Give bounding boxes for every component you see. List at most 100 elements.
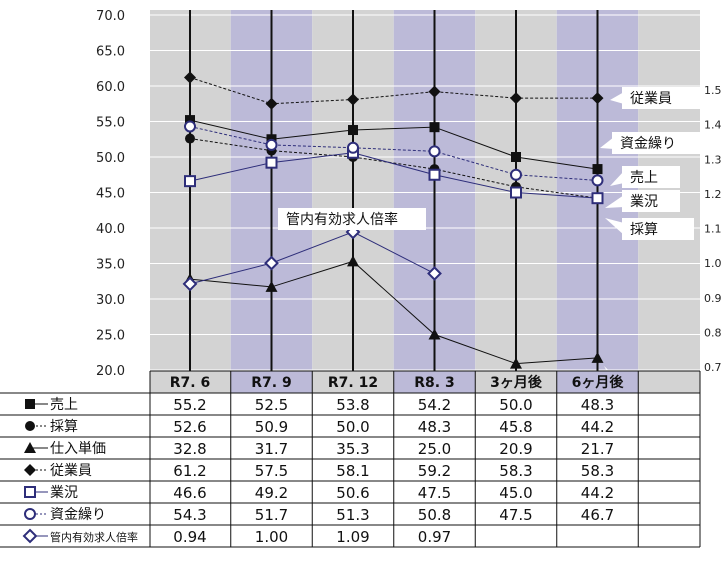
data-point	[25, 399, 35, 409]
y-left-tick-label: 20.0	[96, 364, 125, 379]
data-label: 31.7	[255, 440, 288, 458]
callout-text: 採算	[630, 222, 658, 238]
series-line	[189, 138, 598, 199]
data-label: 58.3	[581, 462, 614, 480]
y-left-tick-label: 40.0	[96, 222, 125, 237]
data-label: 1.09	[336, 528, 369, 546]
data-point	[428, 168, 441, 181]
header-band	[393, 371, 476, 393]
data-label: 58.3	[499, 462, 532, 480]
data-label: 54.3	[173, 506, 206, 524]
data-point	[185, 133, 195, 144]
y-left-tick-label: 25.0	[96, 329, 125, 344]
data-point	[265, 97, 278, 110]
series-line	[189, 119, 598, 170]
data-label: 55.2	[173, 396, 206, 414]
row-label: 資金繰り	[50, 507, 106, 523]
callout-text: 業況	[630, 194, 658, 210]
data-point	[182, 276, 198, 292]
callout-label: 業況	[605, 190, 680, 212]
data-label: 52.5	[255, 396, 288, 414]
data-point	[25, 421, 35, 431]
y-left-tick-label: 50.0	[96, 151, 125, 166]
data-label: 25.0	[418, 440, 451, 458]
data-label: 59.2	[418, 462, 451, 480]
header-band	[230, 371, 313, 393]
legend-key	[22, 528, 48, 544]
data-point	[510, 168, 522, 181]
data-point	[184, 175, 196, 188]
callout-box	[622, 166, 680, 188]
category-label: R7. 6	[170, 375, 210, 391]
header-band	[312, 371, 394, 393]
data-point	[265, 280, 278, 292]
data-label: 48.3	[581, 396, 614, 414]
category-label: R8. 3	[414, 375, 454, 391]
column-bands	[150, 10, 700, 371]
series-layer	[182, 71, 604, 369]
legend-key	[25, 399, 48, 409]
data-label: 58.1	[336, 462, 369, 480]
y-left-tick-label: 35.0	[96, 258, 125, 273]
data-label: 51.7	[255, 506, 288, 524]
data-point	[510, 92, 522, 105]
y-left-tick-label: 70.0	[96, 9, 125, 24]
data-label: 49.2	[255, 484, 288, 502]
category-label: R7. 12	[328, 375, 378, 391]
data-label: 52.6	[173, 418, 206, 436]
callout-text: 管内有効求人倍率	[286, 211, 398, 228]
series-従業員	[184, 71, 604, 110]
data-label: 32.8	[173, 440, 206, 458]
callout-box	[278, 208, 426, 230]
callout-text: 従業員	[630, 91, 672, 107]
row-label: 業況	[50, 485, 78, 501]
y-right-tick-label: 1.3	[704, 153, 722, 166]
category-label: R7. 9	[251, 375, 291, 391]
row-label: 採算	[50, 419, 78, 435]
callout-label: 資金繰り	[600, 132, 704, 154]
data-point	[184, 71, 196, 84]
data-point	[347, 255, 359, 267]
data-label: 47.5	[499, 506, 532, 524]
data-label: 47.5	[418, 484, 451, 502]
data-label: 51.3	[336, 506, 369, 524]
series-line	[189, 152, 598, 199]
data-point	[348, 125, 358, 136]
data-label: 0.97	[418, 528, 451, 546]
data-point	[347, 93, 359, 106]
data-point	[265, 156, 278, 169]
data-label: 50.0	[499, 396, 532, 414]
y-right-tick-label: 1.4	[704, 119, 722, 132]
callout-pointer	[610, 171, 624, 186]
callout-pointer	[605, 218, 624, 235]
callout-box	[612, 132, 704, 154]
y-left-tick-label: 60.0	[96, 80, 125, 95]
y-left-tick-label: 30.0	[96, 293, 125, 308]
data-label: 57.5	[255, 462, 288, 480]
callout-pointer	[600, 137, 614, 149]
data-point	[510, 186, 522, 199]
legend-key	[24, 442, 48, 453]
data-label: 44.2	[581, 484, 614, 502]
data-label: 35.3	[336, 440, 369, 458]
callout-text: 売上	[630, 170, 658, 186]
y-right-tick-label: 1.1	[704, 223, 722, 236]
row-label: 管内有効求人倍率	[50, 530, 138, 544]
data-point	[24, 486, 36, 498]
data-point	[429, 122, 440, 133]
series-line	[189, 231, 435, 285]
grid-lines	[150, 10, 700, 371]
series-管内有効求人倍率	[182, 224, 442, 292]
data-label: 45.8	[499, 418, 532, 436]
data-label: 20.9	[499, 440, 532, 458]
data-label: 0.94	[173, 528, 206, 546]
data-point	[591, 174, 604, 187]
data-label: 45.0	[499, 484, 532, 502]
category-label: 3ヶ月後	[490, 374, 543, 391]
callout-box	[622, 190, 680, 212]
header-band	[150, 371, 231, 393]
legend-key	[24, 486, 48, 498]
data-point	[184, 120, 196, 133]
data-label: 50.9	[255, 418, 288, 436]
callout-pointer	[610, 92, 624, 104]
